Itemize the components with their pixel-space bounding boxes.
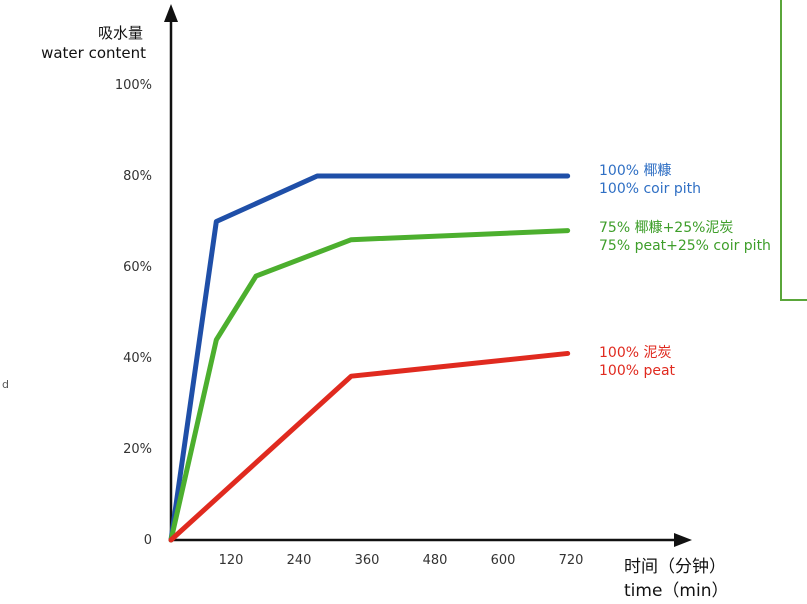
- y-axis-label-en: water content: [41, 44, 146, 62]
- y-axis-arrow: [164, 4, 178, 22]
- y-axis-label-zh: 吸水量: [98, 24, 143, 42]
- series-label-en: 100% coir pith: [599, 181, 701, 197]
- series-label-zh: 75% 椰糠+25%泥炭: [599, 219, 733, 236]
- series-label-en: 100% peat: [599, 363, 676, 379]
- series-labels: 100% 椰糠 100% coir pith 75% 椰糠+25%泥炭 75% pea…: [599, 162, 771, 379]
- x-axis-label-en: time（min）: [624, 581, 728, 601]
- y-tick-label: 60%: [123, 260, 152, 275]
- y-tick-label: 20%: [123, 442, 152, 457]
- x-tick-labels: 120 240 360 480 600 720: [219, 553, 584, 568]
- x-tick-label: 720: [559, 553, 584, 568]
- y-tick-label: 40%: [123, 351, 152, 366]
- x-tick-label: 240: [287, 553, 312, 568]
- x-tick-label: 120: [219, 553, 244, 568]
- series-line: [168, 350, 571, 543]
- series-label-zh: 100% 椰糠: [599, 162, 671, 179]
- y-tick-label: 100%: [115, 78, 152, 93]
- series-lines: [168, 173, 571, 543]
- y-tick-label: 0: [144, 533, 152, 548]
- x-axis-arrow: [674, 533, 692, 547]
- series-label-en: 75% peat+25% coir pith: [599, 238, 771, 254]
- series-label-zh: 100% 泥炭: [599, 345, 671, 361]
- x-tick-label: 360: [355, 553, 380, 568]
- x-axis-label-zh: 时间（分钟）: [624, 557, 726, 577]
- x-tick-label: 480: [423, 553, 448, 568]
- side-panel-border: [780, 0, 807, 301]
- series-line: [168, 173, 571, 543]
- series-line: [168, 228, 571, 543]
- y-tick-label: 80%: [123, 169, 152, 184]
- y-tick-labels: 0 20% 40% 60% 80% 100%: [115, 78, 152, 548]
- x-tick-label: 600: [491, 553, 516, 568]
- edge-mark: d: [2, 378, 9, 391]
